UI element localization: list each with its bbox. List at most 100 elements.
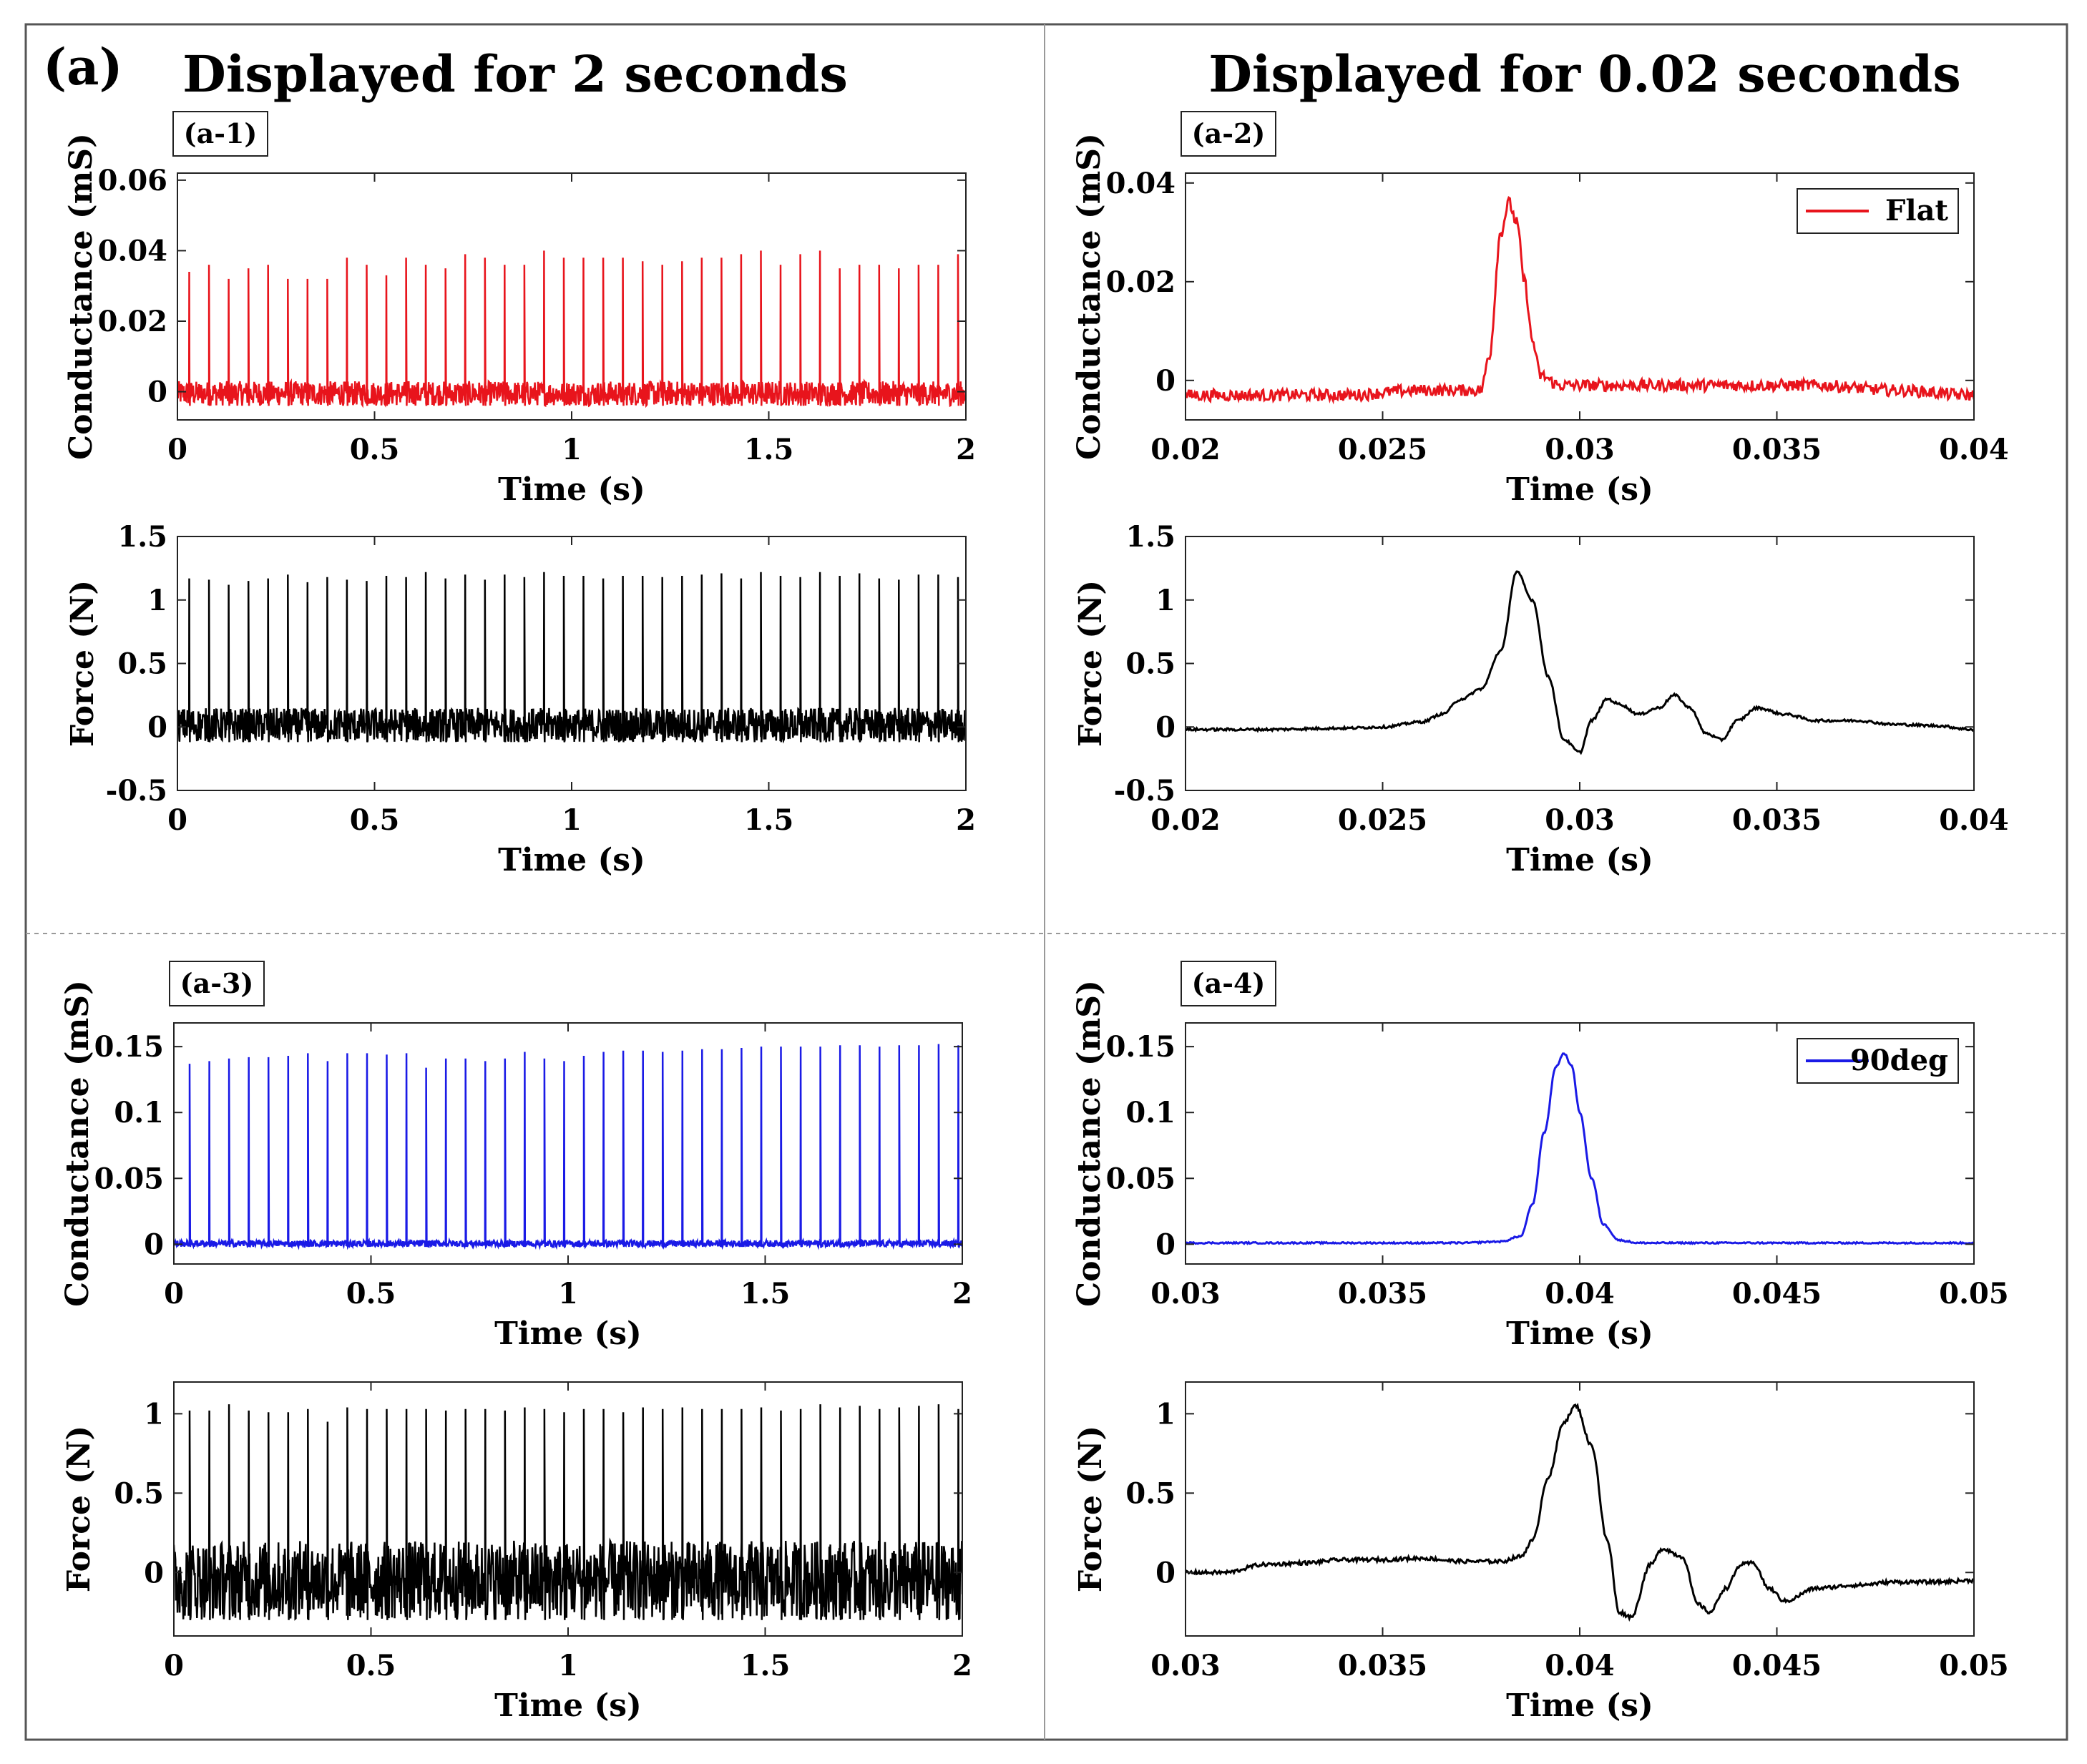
chart-a3-cond: 0 0.5 1 1.5 2 0 0.05 0.1 0.15 Time (s) Conductance… bbox=[59, 961, 972, 1352]
a3-cond-xtick-label: 0 bbox=[164, 1277, 184, 1310]
a1-force-xtick-label: 1.5 bbox=[744, 803, 794, 837]
a1-cond-xtick-label: 0 bbox=[167, 433, 187, 466]
a2-force-ylabel: Force (N) bbox=[1072, 580, 1109, 747]
a1-cond-xtick-label: 1.5 bbox=[744, 433, 794, 466]
a3-force-ylabel: Force (N) bbox=[61, 1426, 97, 1592]
a2-cond-series-line bbox=[1186, 195, 1974, 405]
charts: 0 0.5 1 1.5 2 0 0.02 0.04 0.06 Time (s) Conductanc… bbox=[59, 111, 2009, 1724]
a4-force-xtick-label: 0.04 bbox=[1545, 1649, 1614, 1682]
a1-cond-panel-tag: (a-1) bbox=[172, 111, 268, 157]
a1-force-xtick-label: 0 bbox=[167, 803, 187, 837]
a3-force-ytick-label: 1 bbox=[144, 1397, 164, 1431]
a2-cond-xtick-label: 0.03 bbox=[1545, 433, 1614, 466]
a4-cond-ytick-label: 0 bbox=[1155, 1228, 1176, 1261]
right-column-title: Displayed for 0.02 seconds bbox=[1208, 44, 1961, 104]
a3-cond-ytick-label: 0.15 bbox=[94, 1030, 164, 1064]
a3-cond-panel-tag-box bbox=[169, 961, 265, 1006]
a4-cond-series-line bbox=[1186, 1052, 1974, 1246]
chart-a2-force: 0.02 0.025 0.03 0.035 0.04 -0.5 0 0.5 1 1.5 Time (… bbox=[1072, 520, 2009, 878]
a1-force-ytick-label: -0.5 bbox=[106, 774, 167, 808]
a4-force-xtick-label: 0.03 bbox=[1150, 1649, 1220, 1682]
a3-cond-ytick-label: 0.1 bbox=[114, 1096, 164, 1130]
a4-force-xlabel: Time (s) bbox=[1506, 1687, 1653, 1724]
a4-cond-ytick-label: 0.05 bbox=[1106, 1162, 1176, 1195]
a2-force-series-line bbox=[1186, 570, 1974, 755]
a3-force-xtick-label: 1 bbox=[558, 1649, 578, 1682]
a2-cond-xlabel: Time (s) bbox=[1506, 471, 1653, 508]
a4-force-xtick-label: 0.035 bbox=[1338, 1649, 1427, 1682]
a2-cond-xtick-label: 0.04 bbox=[1939, 433, 2008, 466]
a4-cond-panel-tag: (a-4) bbox=[1181, 961, 1276, 1006]
a4-force-ytick-label: 1 bbox=[1155, 1397, 1176, 1431]
a2-cond-ytick-label: 0.02 bbox=[1106, 265, 1176, 299]
a2-cond-legend: Flat bbox=[1797, 188, 1959, 234]
a4-cond-xtick-label: 0.045 bbox=[1732, 1277, 1822, 1310]
a2-cond-ytick-label: 0 bbox=[1155, 364, 1176, 398]
a2-force-ytick-label: 1.5 bbox=[1125, 520, 1176, 554]
a1-force-axes-box bbox=[177, 536, 967, 791]
a3-force-xtick-label: 2 bbox=[952, 1649, 972, 1682]
a1-force-ytick-label: 0 bbox=[147, 710, 167, 744]
a1-cond-panel-tag-text: (a-1) bbox=[184, 117, 258, 150]
a2-force-ytick-label: 0 bbox=[1155, 710, 1176, 744]
chart-a1-cond: 0 0.5 1 1.5 2 0 0.02 0.04 0.06 Time (s) Conductanc… bbox=[63, 111, 976, 508]
a3-cond-xlabel: Time (s) bbox=[494, 1315, 642, 1352]
a4-force-axes-box bbox=[1185, 1381, 1975, 1637]
a3-force-xlabel: Time (s) bbox=[494, 1687, 642, 1724]
a3-force-ytick-label: 0 bbox=[144, 1556, 164, 1589]
a1-force-xlabel: Time (s) bbox=[498, 842, 645, 878]
a3-force-xtick-label: 0.5 bbox=[346, 1649, 396, 1682]
a3-cond-series-line bbox=[174, 1044, 962, 1250]
a4-force-xtick-label: 0.045 bbox=[1732, 1649, 1822, 1682]
a4-cond-legend-label: 90deg bbox=[1850, 1044, 1948, 1077]
a1-cond-ytick-label: 0.02 bbox=[98, 305, 167, 338]
a4-force-ytick-label: 0 bbox=[1155, 1556, 1176, 1589]
a3-cond-ytick-label: 0.05 bbox=[94, 1162, 164, 1195]
a2-cond-xtick-label: 0.025 bbox=[1338, 433, 1427, 466]
a4-cond-panel-tag-box bbox=[1181, 961, 1276, 1006]
a4-cond-xtick-label: 0.04 bbox=[1545, 1277, 1614, 1310]
a1-force-ytick-label: 1 bbox=[147, 584, 167, 617]
a1-cond-xtick-label: 1 bbox=[562, 433, 582, 466]
a2-cond-panel-tag-box bbox=[1181, 111, 1276, 157]
a1-cond-series-line bbox=[177, 250, 966, 408]
chart-a2-cond: 0.02 0.025 0.03 0.035 0.04 0 0.02 0.04 Time (s) C… bbox=[1071, 111, 2009, 508]
a2-force-xtick-label: 0.035 bbox=[1732, 803, 1822, 837]
a3-cond-ytick-label: 0 bbox=[144, 1228, 164, 1261]
panel-label: (a) bbox=[43, 37, 123, 97]
a4-force-ytick-label: 0.5 bbox=[1125, 1476, 1176, 1510]
a3-cond-panel-tag-text: (a-3) bbox=[180, 967, 254, 999]
a2-force-ytick-label: 1 bbox=[1155, 584, 1176, 617]
figure-frame bbox=[24, 23, 2068, 1741]
a4-cond-ytick-label: 0.1 bbox=[1125, 1096, 1176, 1130]
a3-cond-xtick-label: 2 bbox=[952, 1277, 972, 1310]
a2-cond-xtick-label: 0.035 bbox=[1732, 433, 1822, 466]
a1-force-ytick-label: 0.5 bbox=[117, 647, 167, 681]
a2-force-xtick-label: 0.02 bbox=[1150, 803, 1220, 837]
a1-force-xtick-label: 0.5 bbox=[350, 803, 400, 837]
a2-force-xtick-label: 0.03 bbox=[1545, 803, 1614, 837]
a4-force-xtick-label: 0.05 bbox=[1939, 1649, 2008, 1682]
a1-force-ytick-label: 1.5 bbox=[117, 520, 167, 554]
a1-force-xtick-label: 2 bbox=[956, 803, 976, 837]
a3-cond-xtick-label: 0.5 bbox=[346, 1277, 396, 1310]
a3-force-xtick-label: 1.5 bbox=[741, 1649, 791, 1682]
a3-cond-panel-tag: (a-3) bbox=[169, 961, 265, 1006]
a2-cond-legend-label: Flat bbox=[1885, 194, 1949, 227]
a1-cond-xlabel: Time (s) bbox=[498, 471, 645, 508]
a4-cond-ytick-label: 0.15 bbox=[1106, 1030, 1176, 1064]
a3-cond-axes-box bbox=[173, 1022, 963, 1265]
a2-cond-ytick-label: 0.04 bbox=[1106, 167, 1176, 200]
chart-a3-force: 0 0.5 1 1.5 2 0 0.5 1 Time (s) Force (N) bbox=[61, 1381, 972, 1724]
a1-force-series-line bbox=[177, 572, 966, 744]
a4-cond-xtick-label: 0.05 bbox=[1939, 1277, 2008, 1310]
a4-cond-xtick-label: 0.035 bbox=[1338, 1277, 1427, 1310]
a2-cond-panel-tag-text: (a-2) bbox=[1192, 117, 1266, 150]
a1-cond-ytick-label: 0.04 bbox=[98, 234, 167, 268]
a3-cond-ylabel: Conductance (mS) bbox=[59, 980, 96, 1307]
a2-cond-panel-tag: (a-2) bbox=[1181, 111, 1276, 157]
a4-force-series-line bbox=[1186, 1403, 1974, 1622]
a1-cond-ylabel: Conductance (mS) bbox=[63, 133, 99, 460]
